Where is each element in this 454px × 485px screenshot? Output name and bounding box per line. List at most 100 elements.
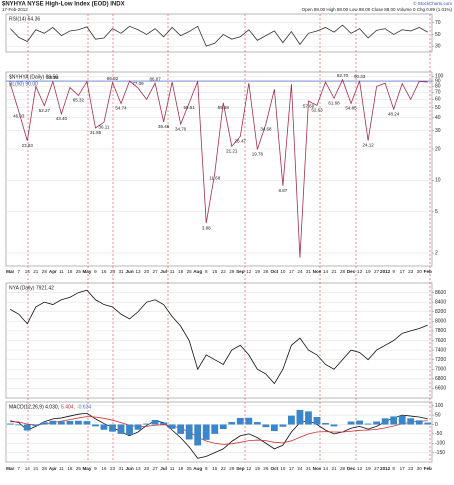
x-tick-label: 11 (170, 466, 175, 471)
x-tick-label: 27 (153, 269, 159, 274)
x-tick-label: 23 (408, 269, 414, 274)
x-tick-label: 11 (59, 269, 64, 274)
histogram-bar (185, 424, 193, 440)
histogram-bar (347, 421, 355, 425)
y-tick-label: 60 (435, 97, 441, 103)
x-tick-label: 11 (59, 466, 64, 471)
x-tick-label: 17 (289, 269, 295, 274)
x-tick-label: 27 (374, 466, 380, 471)
x-tick-label: 19 (255, 269, 261, 274)
y-tick-label: 80 (435, 84, 441, 90)
x-tick-label: Nov (313, 269, 322, 274)
data-label: 55.51 (184, 105, 196, 110)
x-tick-label: Apr (49, 466, 57, 471)
x-tick-label: 7 (17, 466, 20, 471)
data-label: 36.46 (158, 124, 170, 129)
y-tick-label: 7800 (435, 328, 446, 334)
x-tick-label: 21 (331, 269, 337, 274)
x-tick-label: 8 (205, 466, 208, 471)
x-tick-label: 14 (25, 269, 31, 274)
x-tick-label: 2012 (380, 466, 391, 471)
histogram-bar (151, 420, 159, 425)
data-label: 31.85 (90, 130, 102, 135)
panel-title: $NYHYA (Daily) 89.50 (9, 74, 58, 80)
x-tick-label: 12 (357, 466, 363, 471)
x-tick-label: 28 (340, 269, 346, 274)
histogram-bar (15, 424, 23, 426)
x-tick-label: 23 (110, 269, 116, 274)
y-tick-label: -50 (435, 431, 442, 437)
x-tick-label: 22 (221, 269, 227, 274)
x-tick-label: 13 (135, 269, 141, 274)
histogram-bar (75, 420, 82, 425)
x-tick-label: 23 (408, 466, 414, 471)
data-label: 11.68 (209, 175, 220, 180)
y-tick-label: 100 (435, 74, 444, 80)
data-label: 55.68 (218, 105, 230, 110)
histogram-bar (288, 415, 295, 425)
legend-entry: MACD(12,26,9) 4.030, (9, 404, 59, 410)
x-tick-label: 25 (76, 269, 82, 274)
x-tick-label: Dec (347, 269, 356, 274)
histogram-bar (109, 424, 116, 432)
panel-frame (5, 401, 433, 463)
panel-title: NYA (Daily) 7921.42 (9, 285, 54, 291)
y-tick-label: 8400 (435, 299, 446, 305)
x-tick-label: Sep (236, 269, 245, 274)
x-tick-label: Mar (6, 466, 14, 471)
x-tick-label: 8 (205, 269, 208, 274)
x-tick-label: 15 (212, 466, 218, 471)
y-tick-label: 7400 (435, 347, 446, 353)
x-tick-label: Mar (6, 269, 14, 274)
x-tick-label: 9 (392, 269, 395, 274)
date: 17-Feb-2012 (2, 7, 28, 12)
histogram-bar (117, 424, 125, 434)
quote: Open 88.00 High 88.00 Low 88.00 Close 88… (302, 7, 453, 12)
y-tick-label: 70 (435, 20, 441, 26)
histogram-bar (270, 424, 278, 432)
histogram-bar (134, 424, 142, 430)
histogram-bar (143, 423, 150, 425)
histogram-bar (245, 417, 253, 425)
x-tick-label: 28 (42, 466, 48, 471)
panel-title: RSI(14) 54.36 (9, 16, 40, 22)
data-line (9, 24, 428, 47)
y-tick-label: 7200 (435, 357, 446, 363)
histogram-bar (23, 424, 31, 431)
x-tick-label: 24 (297, 466, 303, 471)
histogram-bar (168, 424, 176, 429)
x-tick-label: 18 (67, 269, 73, 274)
x-tick-label: 11 (170, 269, 175, 274)
histogram-bar (330, 424, 338, 427)
x-tick-label: Jul (160, 269, 167, 274)
histogram-bar (211, 424, 219, 434)
histogram-bar (262, 424, 270, 428)
x-tick-label: 10 (280, 269, 286, 274)
histogram-bar (228, 422, 236, 425)
x-tick-label: 12 (246, 466, 252, 471)
histogram-bar (100, 424, 108, 430)
data-label: 92.70 (337, 73, 349, 78)
histogram-bar (49, 420, 57, 425)
y-tick-label: 2 (435, 250, 438, 256)
y-tick-label: 100 (435, 403, 444, 409)
x-tick-label: Feb (424, 466, 432, 471)
page-title: $NYHYA NYSE High-Low Index (EOD) INDX (2, 2, 125, 8)
data-label: 57.69 (303, 103, 315, 108)
x-tick-label: 18 (67, 466, 73, 471)
y-tick-label: 7000 (435, 367, 446, 373)
x-tick-label: Nov (313, 466, 322, 471)
x-tick-label: 19 (255, 466, 261, 471)
x-tick-label: 20 (144, 466, 150, 471)
x-tick-label: Feb (424, 269, 432, 274)
x-tick-label: Jun (125, 466, 133, 471)
y-tick-label: 10 (435, 178, 441, 184)
data-label: 48.24 (388, 111, 400, 116)
x-tick-label: 28 (340, 466, 346, 471)
x-tick-label: 27 (153, 466, 159, 471)
x-tick-label: 28 (42, 269, 48, 274)
x-tick-label: May (82, 466, 91, 471)
x-tick-label: 31 (306, 269, 312, 274)
data-label: 65.32 (73, 98, 85, 103)
